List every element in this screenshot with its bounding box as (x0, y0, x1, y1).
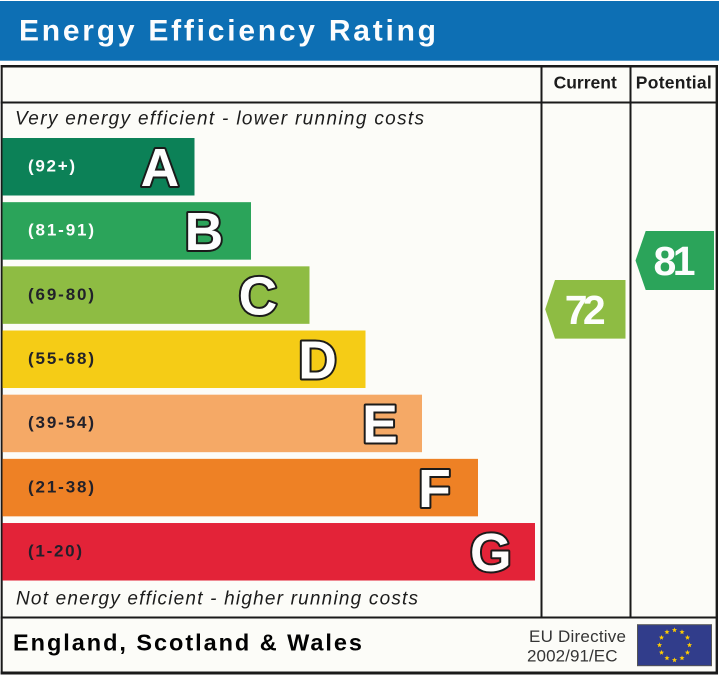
svg-text:(1-20): (1-20) (28, 542, 82, 561)
svg-text:Not energy efficient - higher: Not energy efficient - higher running co… (16, 589, 419, 610)
svg-text:Current: Current (554, 73, 617, 93)
svg-text:(92+): (92+) (28, 157, 75, 176)
svg-text:(69-80): (69-80) (28, 285, 94, 304)
svg-text:(39-54): (39-54) (28, 413, 94, 432)
svg-text:D: D (298, 332, 337, 391)
svg-text:81: 81 (654, 238, 696, 284)
svg-text:C: C (239, 267, 278, 326)
svg-text:EU Directive: EU Directive (529, 627, 626, 646)
svg-text:Potential: Potential (636, 73, 712, 93)
svg-text:72: 72 (565, 287, 606, 333)
svg-text:(81-91): (81-91) (28, 221, 94, 240)
svg-text:A: A (141, 139, 180, 198)
svg-text:(21-38): (21-38) (28, 477, 94, 496)
svg-text:E: E (362, 396, 398, 455)
svg-text:Very energy efficient - lower: Very energy efficient - lower running co… (15, 108, 425, 129)
svg-text:G: G (470, 524, 512, 583)
svg-text:(55-68): (55-68) (28, 349, 94, 368)
svg-text:England, Scotland & Wales: England, Scotland & Wales (13, 630, 362, 656)
svg-text:F: F (418, 460, 451, 519)
svg-text:2002/91/EC: 2002/91/EC (527, 646, 618, 665)
svg-text:B: B (185, 203, 224, 262)
svg-text:Energy Efficiency Rating: Energy Efficiency Rating (19, 15, 436, 48)
